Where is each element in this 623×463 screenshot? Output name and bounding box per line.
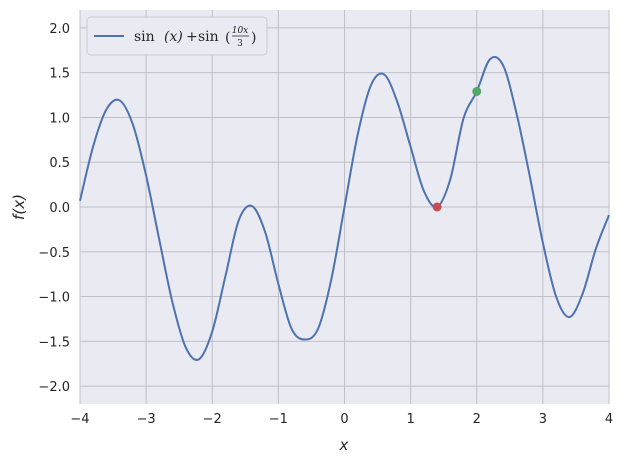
- legend-paren-close: ): [251, 30, 256, 46]
- y-tick-label: 0.5: [49, 156, 70, 171]
- legend-sin-left: sin: [134, 29, 155, 45]
- x-tick-label: −4: [70, 412, 89, 427]
- x-tick-label: 3: [539, 412, 547, 427]
- x-axis-label: x: [339, 436, 349, 454]
- y-tick-label: −1.0: [38, 291, 70, 306]
- marker-point: [432, 202, 442, 212]
- legend-plus: +: [186, 29, 198, 45]
- x-tick-label: 0: [340, 412, 348, 427]
- y-tick-labels: −2.0 −1.5 −1.0 −0.5 0.0 0.5 1.0 1.5 2.0: [38, 22, 70, 395]
- series-line: [79, 55, 610, 361]
- x-tick-label: −1: [269, 412, 288, 427]
- legend-box: [86, 16, 268, 56]
- x-tick-label: −3: [137, 412, 156, 427]
- legend-frac-num: 10x: [232, 26, 249, 36]
- y-tick-label: −2.0: [38, 380, 70, 395]
- legend-arg-x: (x): [164, 29, 183, 45]
- series-layer: [79, 55, 610, 361]
- x-tick-label: 1: [406, 412, 414, 427]
- legend: sin (x) + sin ( 10x 3 ): [86, 16, 268, 56]
- x-tick-label: −2: [203, 412, 222, 427]
- y-tick-label: −0.5: [38, 246, 70, 261]
- y-tick-label: −1.5: [38, 335, 70, 350]
- y-tick-label: 1.0: [49, 111, 70, 126]
- marker-point: [472, 86, 482, 96]
- legend-frac-den: 3: [237, 39, 243, 49]
- legend-paren-open: (: [225, 30, 230, 46]
- x-tick-label: 4: [605, 412, 613, 427]
- y-axis-label: f(x): [10, 194, 28, 220]
- y-tick-label: 0.0: [49, 201, 70, 216]
- x-tick-labels: −4 −3 −2 −1 0 1 2 3 4: [70, 412, 613, 427]
- y-tick-label: 2.0: [49, 22, 70, 37]
- points-layer: [432, 86, 482, 212]
- x-tick-label: 2: [473, 412, 481, 427]
- legend-sin-right: sin: [198, 29, 219, 45]
- y-tick-label: 1.5: [49, 67, 70, 82]
